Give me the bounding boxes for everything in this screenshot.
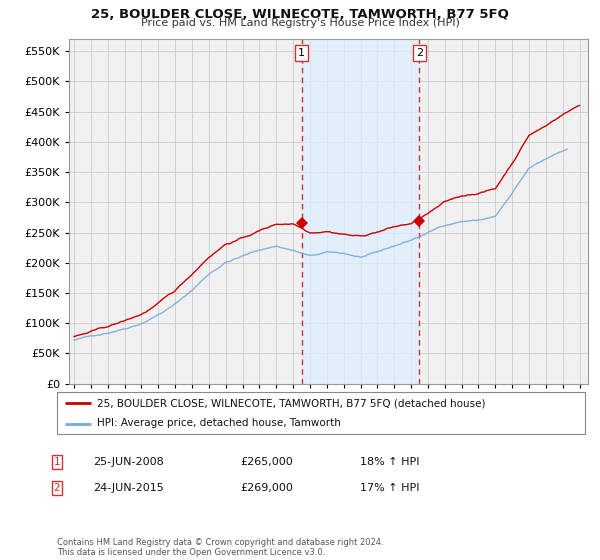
Text: £269,000: £269,000 bbox=[240, 483, 293, 493]
Text: 1: 1 bbox=[53, 457, 61, 467]
Text: 25, BOULDER CLOSE, WILNECOTE, TAMWORTH, B77 5FQ: 25, BOULDER CLOSE, WILNECOTE, TAMWORTH, … bbox=[91, 8, 509, 21]
Bar bbox=[302, 39, 419, 384]
Text: 17% ↑ HPI: 17% ↑ HPI bbox=[360, 483, 419, 493]
Text: 25-JUN-2008: 25-JUN-2008 bbox=[93, 457, 164, 467]
Text: 18% ↑ HPI: 18% ↑ HPI bbox=[360, 457, 419, 467]
Text: 2: 2 bbox=[416, 48, 423, 58]
Text: 24-JUN-2015: 24-JUN-2015 bbox=[93, 483, 164, 493]
Text: 1: 1 bbox=[298, 48, 305, 58]
Text: £265,000: £265,000 bbox=[240, 457, 293, 467]
Text: Price paid vs. HM Land Registry's House Price Index (HPI): Price paid vs. HM Land Registry's House … bbox=[140, 18, 460, 28]
Text: Contains HM Land Registry data © Crown copyright and database right 2024.
This d: Contains HM Land Registry data © Crown c… bbox=[57, 538, 383, 557]
Text: 25, BOULDER CLOSE, WILNECOTE, TAMWORTH, B77 5FQ (detached house): 25, BOULDER CLOSE, WILNECOTE, TAMWORTH, … bbox=[97, 398, 485, 408]
Text: HPI: Average price, detached house, Tamworth: HPI: Average price, detached house, Tamw… bbox=[97, 418, 340, 428]
Text: 2: 2 bbox=[53, 483, 61, 493]
